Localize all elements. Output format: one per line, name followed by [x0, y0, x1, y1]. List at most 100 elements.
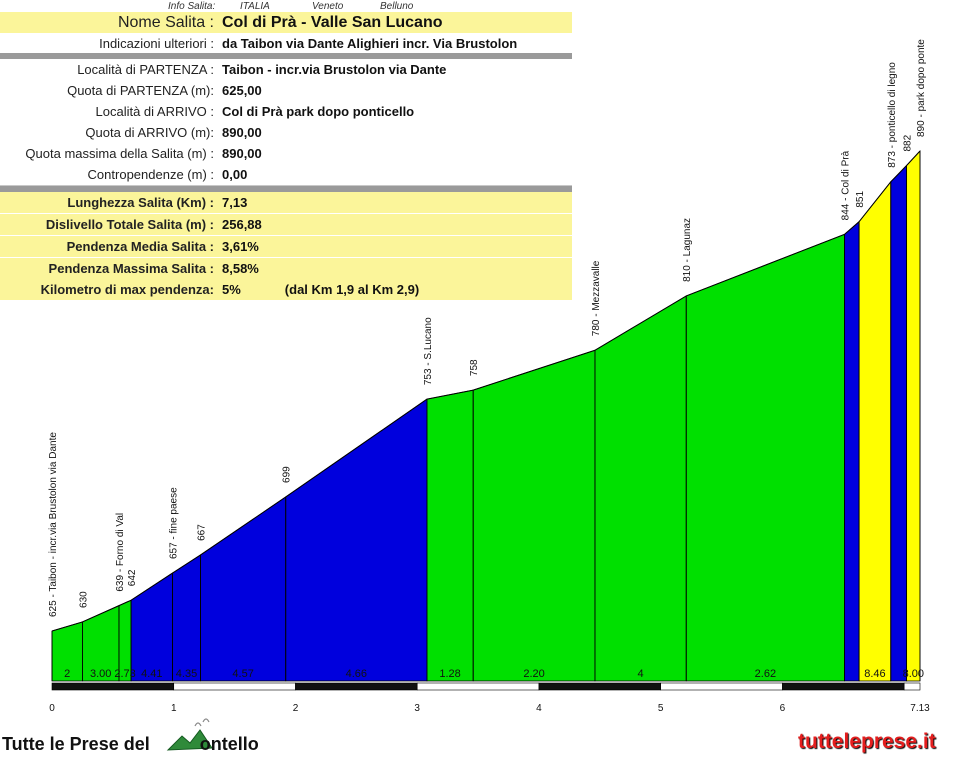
- info-label: Località di PARTENZA :: [77, 62, 214, 77]
- info-row-dislivello: Dislivello Totale Salita (m) : 256,88: [0, 214, 572, 235]
- altitude-label: 667: [197, 524, 208, 541]
- info-header-province: Belluno: [380, 1, 414, 12]
- grade-label: 4.41: [141, 668, 162, 680]
- info-row-arrivo: Località di ARRIVO : Col di Prà park dop…: [0, 101, 572, 123]
- info-label: Pendenza Massima Salita :: [48, 261, 214, 276]
- km-scale-block: [782, 682, 905, 691]
- info-value: 0,00: [222, 167, 248, 182]
- info-label: Quota massima della Salita (m) :: [25, 146, 214, 161]
- info-label: Indicazioni ulteriori :: [99, 36, 214, 51]
- info-value: 625,00: [222, 83, 262, 98]
- info-row-pendenza-media: Pendenza Media Salita : 3,61%: [0, 236, 572, 257]
- info-row-lunghezza: Lunghezza Salita (Km) : 7,13: [0, 192, 572, 213]
- profile-segment: [858, 180, 892, 682]
- altitude-label: 642: [127, 569, 138, 586]
- grade-label: 4: [638, 668, 644, 680]
- profile-segment: [594, 295, 687, 682]
- altitude-label: 639 - Forno di Val: [115, 513, 126, 592]
- site-link[interactable]: tutteleprese.it: [798, 730, 936, 753]
- profile-segment: [906, 149, 921, 682]
- profile-segment: [285, 398, 428, 682]
- grade-label: 2.73: [114, 668, 135, 680]
- profile-segment: [200, 496, 287, 682]
- km-tick-label: 3: [414, 703, 420, 714]
- grade-label: 3.00: [90, 668, 111, 680]
- km-tick-label: 1: [171, 703, 177, 714]
- info-row-nome-salita: Nome Salita : Col di Prà - Valle San Luc…: [0, 12, 572, 33]
- altitude-labels: 625 - Taibon - incr.via Brustolon via Da…: [48, 39, 927, 617]
- info-value-extra: (dal Km 1,9 al Km 2,9): [284, 282, 420, 297]
- altitude-label: 882: [903, 134, 914, 151]
- km-scale-block: [51, 682, 175, 691]
- profile-segment: [685, 233, 845, 682]
- altitude-label: 851: [855, 191, 866, 208]
- info-row-quota-massima: Quota massima della Salita (m) : 890,00: [0, 143, 572, 165]
- grade-label: 2: [64, 668, 70, 680]
- info-label: Pendenza Media Salita :: [66, 239, 214, 254]
- profile-segment: [172, 554, 201, 682]
- info-label: Quota di ARRIVO (m):: [85, 125, 214, 140]
- info-value: 890,00: [222, 146, 262, 161]
- info-value: Col di Prà - Valle San Lucano: [222, 13, 443, 31]
- altitude-label: 873 - ponticello di legno: [887, 62, 898, 168]
- info-header-label: Info Salita:: [168, 1, 216, 12]
- info-value: 890,00: [222, 125, 262, 140]
- info-value: da Taibon via Dante Alighieri incr. Via …: [222, 36, 518, 51]
- grade-label: 2.20: [523, 668, 544, 680]
- info-label: Località di ARRIVO :: [95, 104, 215, 119]
- altitude-label: 844 - Col di Prà: [841, 150, 852, 220]
- grade-label: 4.66: [346, 668, 367, 680]
- brand-text: Tutte le Prese del: [2, 734, 150, 754]
- altitude-label: 753 - S.Lucano: [423, 317, 434, 385]
- altitude-label: 890 - park dopo ponte: [916, 39, 927, 137]
- info-value: 3,61%: [222, 239, 259, 254]
- km-scale-block: [538, 682, 661, 691]
- profile-segment: [890, 164, 908, 682]
- info-label: Kilometro di max pendenza:: [40, 282, 214, 297]
- km-tick-labels: 0 1 2 3 4 5 6 7.13: [49, 703, 930, 714]
- profile-segment: [844, 220, 860, 682]
- altitude-label: 625 - Taibon - incr.via Brustolon via Da…: [48, 432, 59, 617]
- altitude-label: 657 - fine paese: [169, 487, 180, 559]
- info-label: Contropendenze (m) :: [87, 167, 214, 182]
- info-header-country: ITALIA: [240, 1, 270, 12]
- info-row-quota-partenza: Quota di PARTENZA (m): 625,00: [0, 80, 572, 102]
- profile-segment: [426, 389, 474, 682]
- profile-segment: [472, 349, 596, 682]
- altitude-label: 758: [469, 359, 480, 376]
- altitude-label: 810 - Lagunaz: [682, 218, 693, 282]
- separator-bar: [0, 53, 572, 59]
- profile-dividers: [51, 150, 921, 681]
- separator-bar: [0, 186, 572, 192]
- altitude-label: 699: [282, 466, 293, 483]
- km-scale-block: [903, 682, 921, 691]
- grade-label: 4.35: [176, 668, 197, 680]
- info-value-main: 5%: [222, 282, 241, 297]
- info-label: Nome Salita :: [117, 13, 214, 31]
- grade-label: 8.00: [903, 668, 924, 680]
- km-scale-block: [660, 682, 783, 691]
- altitude-label: 780 - Mezzavalle: [591, 260, 602, 336]
- info-value: Col di Prà park dopo ponticello: [222, 104, 415, 119]
- info-value: 256,88: [222, 217, 262, 232]
- km-tick-label: 6: [780, 703, 786, 714]
- km-scale-block: [173, 682, 296, 691]
- profile-segment: [130, 572, 173, 682]
- altitude-label: 630: [78, 591, 89, 608]
- info-row-km-max-pendenza: Kilometro di max pendenza: 5% (dal Km 1,9…: [0, 279, 572, 300]
- grade-label: 4.57: [232, 668, 253, 680]
- info-row-contropendenze: Contropendenze (m) : 0,00: [0, 164, 572, 186]
- info-value: 5% (dal Km 1,9 al Km 2,9): [218, 282, 572, 297]
- montello-logo-icon: [166, 718, 213, 751]
- info-row-pendenza-massima: Pendenza Massima Salita : 8,58%: [0, 258, 572, 279]
- info-row-indicazioni: Indicazioni ulteriori : da Taibon via Da…: [0, 33, 572, 55]
- profile-outline: [51, 150, 921, 632]
- info-value: 8,58%: [222, 261, 259, 276]
- info-header-region: Veneto: [312, 1, 344, 12]
- km-scale-block: [295, 682, 418, 691]
- km-tick-label: 7.13: [910, 703, 930, 714]
- info-label: Dislivello Totale Salita (m) :: [45, 217, 214, 232]
- info-value: Taibon - incr.via Brustolon via Dante: [222, 62, 447, 77]
- brand-footer: Tutte le Prese del ontello: [2, 734, 259, 755]
